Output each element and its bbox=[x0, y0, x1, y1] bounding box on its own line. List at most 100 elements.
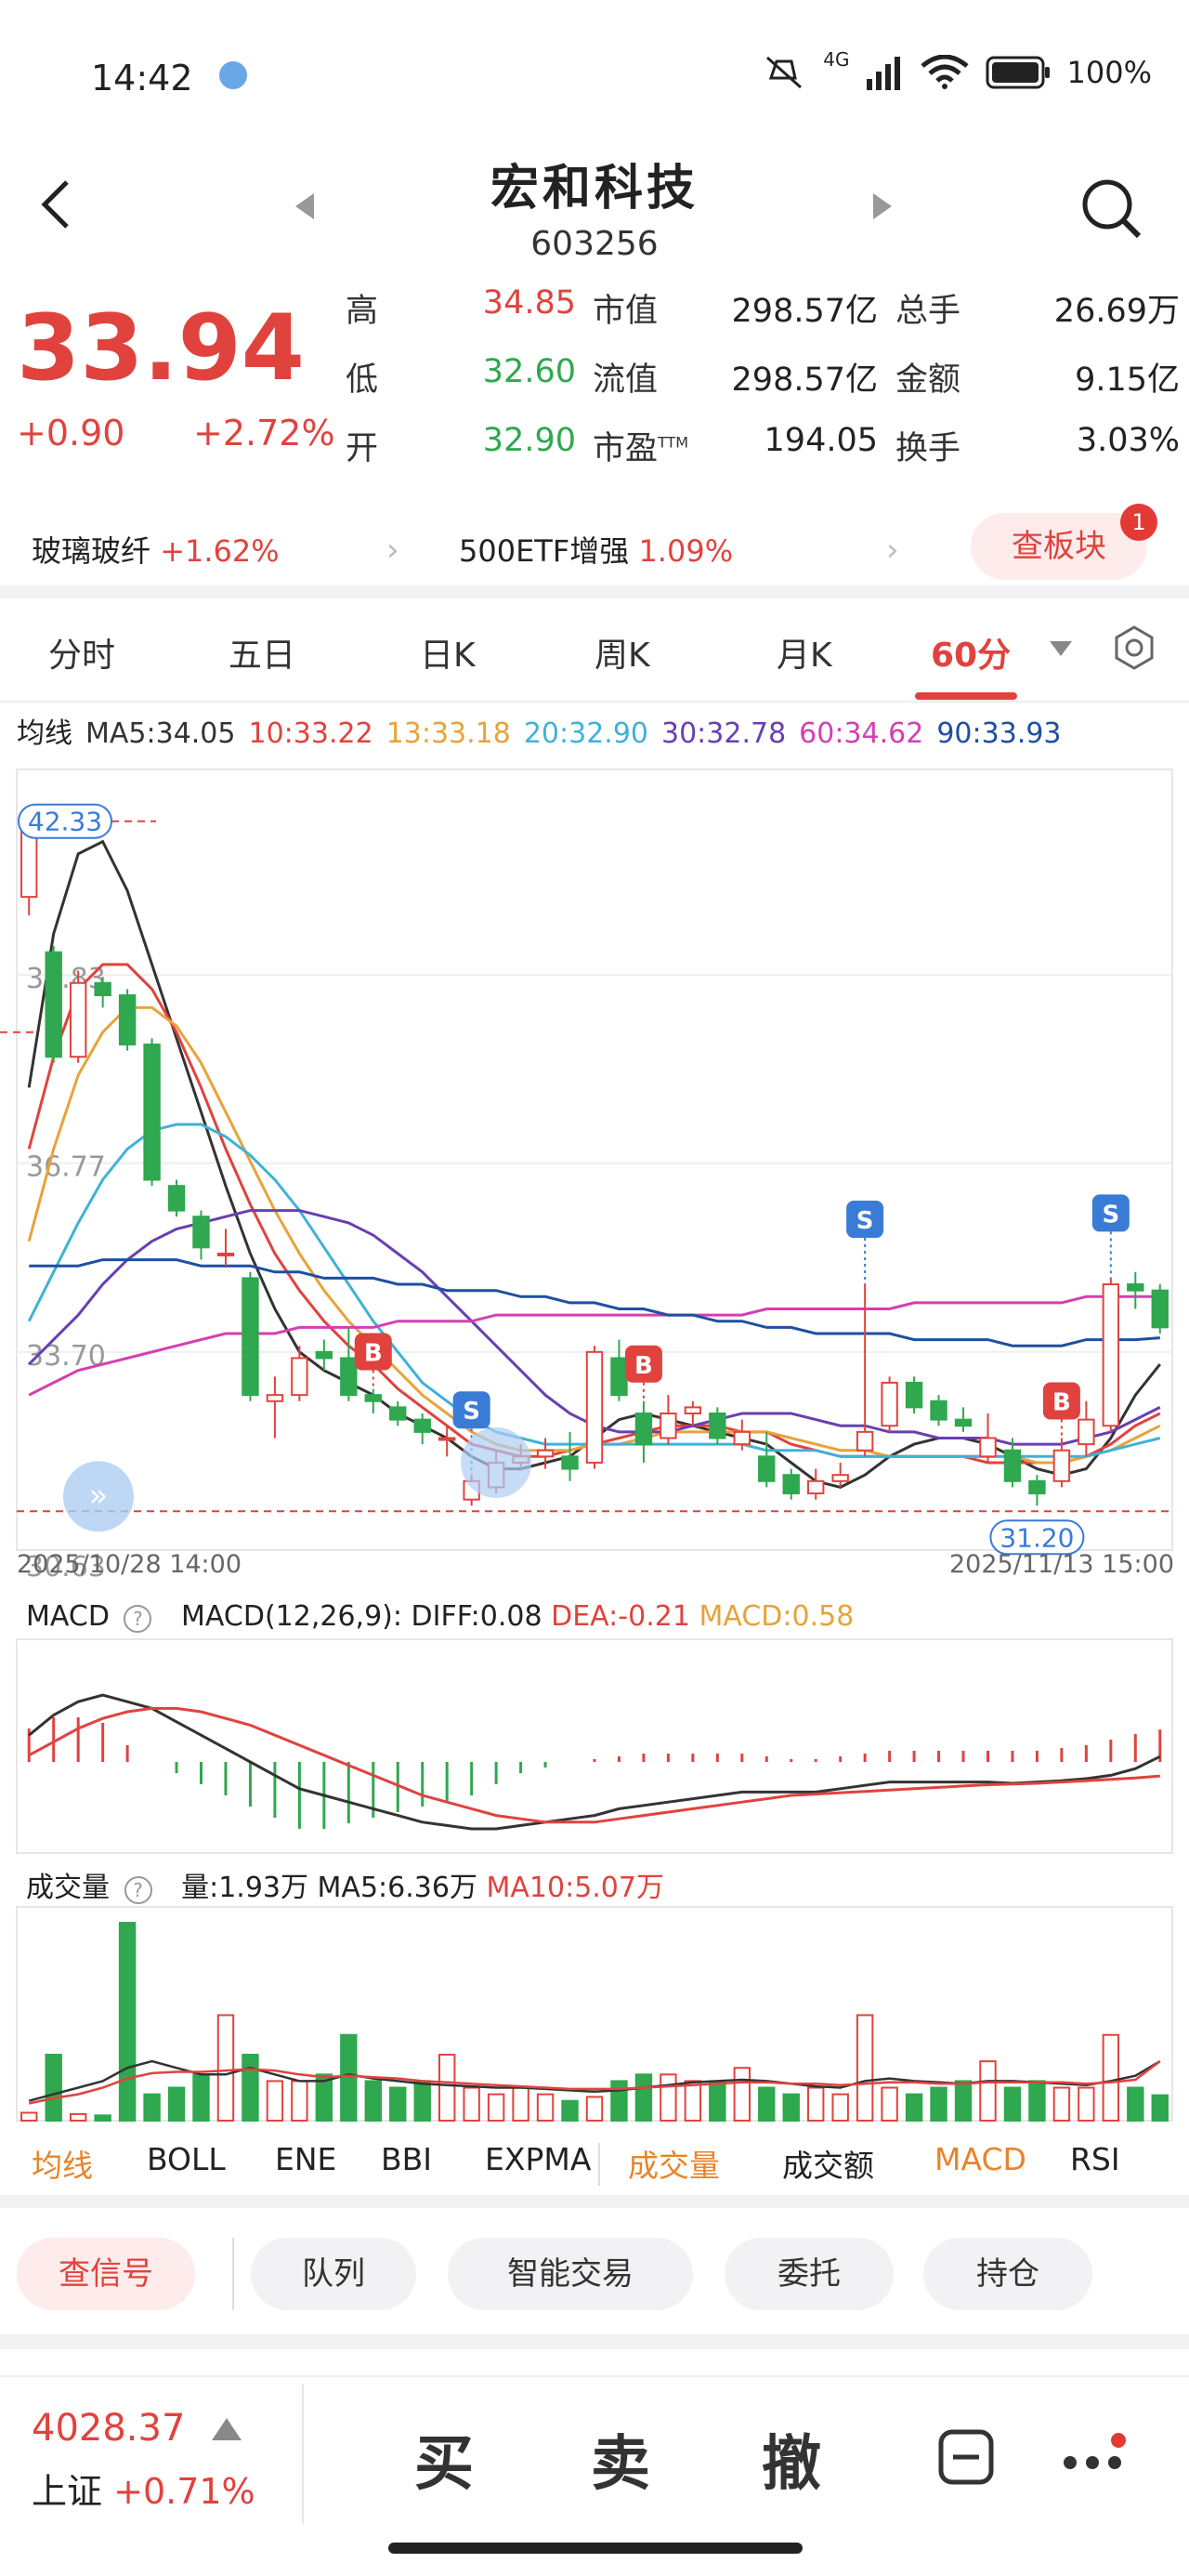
volume-bar bbox=[660, 2073, 677, 2123]
volume-bar bbox=[364, 2080, 382, 2123]
indicator-tab[interactable]: EXPMA bbox=[485, 2141, 592, 2177]
low-price-text: 31.20 bbox=[1000, 1522, 1074, 1553]
action-button[interactable]: 智能交易 bbox=[448, 2238, 693, 2310]
candle bbox=[291, 1346, 308, 1401]
sell-signal[interactable]: S bbox=[452, 1391, 490, 1476]
index-label: 上证 bbox=[32, 2471, 103, 2512]
quote-value: 298.57亿 bbox=[731, 361, 878, 399]
sector-item[interactable]: 500ETF增强 1.09% bbox=[459, 528, 733, 571]
more-icon[interactable] bbox=[1061, 2429, 1130, 2485]
buy-signal[interactable]: B bbox=[1042, 1382, 1080, 1439]
volume-bar bbox=[192, 2073, 210, 2123]
sell-signal[interactable]: S bbox=[846, 1201, 884, 1285]
indicator-tab[interactable]: BBI bbox=[381, 2141, 433, 2177]
back-icon[interactable] bbox=[37, 177, 74, 232]
home-indicator[interactable] bbox=[388, 2543, 803, 2554]
settings-icon[interactable] bbox=[1111, 624, 1157, 671]
tab-more-icon[interactable] bbox=[1050, 641, 1072, 656]
status-time: 14:42 bbox=[91, 58, 193, 99]
action-button[interactable]: 持仓 bbox=[923, 2238, 1092, 2310]
help-icon[interactable]: ? bbox=[124, 1605, 152, 1633]
tab-period[interactable]: 五日 bbox=[229, 637, 296, 675]
sell-signal[interactable]: S bbox=[1091, 1194, 1130, 1279]
indicator-tab[interactable]: ENE bbox=[275, 2141, 337, 2177]
volume-bar bbox=[536, 2093, 555, 2122]
buy-button[interactable]: 买 bbox=[414, 2430, 474, 2499]
signal-icon bbox=[866, 57, 900, 90]
stock-code: 603256 bbox=[530, 225, 659, 263]
volume-bar bbox=[266, 2080, 284, 2123]
action-button[interactable]: 查信号 bbox=[17, 2238, 195, 2310]
volume-bar bbox=[1102, 2033, 1120, 2122]
ma-legend-item: MA5:34.05 bbox=[85, 717, 236, 750]
indicator-tab[interactable]: 成交额 bbox=[782, 2148, 874, 2184]
tab-period[interactable]: 月K bbox=[777, 637, 832, 675]
quote-label-text: 市值 bbox=[593, 293, 659, 330]
buy-signal[interactable]: B bbox=[354, 1333, 392, 1389]
y-tick-label: 36.77 bbox=[26, 1151, 106, 1184]
indicator-tab[interactable]: 均线 bbox=[32, 2148, 93, 2184]
sell-button[interactable]: 卖 bbox=[591, 2430, 650, 2499]
help-icon[interactable]: ? bbox=[124, 1876, 152, 1904]
volume-bar bbox=[954, 2080, 973, 2123]
search-icon[interactable] bbox=[1079, 177, 1144, 242]
macd-value: MACD:0.58 bbox=[699, 1600, 855, 1633]
tab-period[interactable]: 60分 bbox=[931, 637, 1012, 675]
cancel-order-button[interactable]: 撤 bbox=[762, 2430, 821, 2499]
candle bbox=[216, 1229, 235, 1267]
index-name[interactable]: 上证 +0.71% bbox=[32, 2463, 255, 2514]
volume-title: 成交量 bbox=[26, 1872, 110, 1904]
price-change: +0.90 bbox=[17, 413, 125, 453]
crosshair-handle[interactable] bbox=[461, 1426, 532, 1498]
macd-dea-line bbox=[28, 1706, 1160, 1824]
volume-value: 量:1.93万 bbox=[181, 1872, 308, 1904]
tab-period[interactable]: 分时 bbox=[48, 637, 116, 675]
minimize-icon[interactable] bbox=[938, 2429, 994, 2485]
candle bbox=[192, 1210, 210, 1260]
indicator-tab[interactable]: 成交量 bbox=[628, 2148, 720, 2184]
volume-bar bbox=[69, 2112, 87, 2123]
svg-text:S: S bbox=[1102, 1201, 1119, 1229]
view-board-button[interactable]: 查板块 bbox=[971, 513, 1147, 580]
macd-legend: MACD ? MACD(12,26,9): DIFF:0.08 DEA:-0.2… bbox=[26, 1600, 854, 1633]
divider bbox=[598, 2143, 600, 2186]
volume-bar bbox=[782, 2093, 800, 2122]
index-value[interactable]: 4028.37 bbox=[32, 2407, 186, 2450]
indicator-tab[interactable]: BOLL bbox=[147, 2141, 226, 2177]
prev-stock-icon[interactable] bbox=[295, 193, 314, 219]
candle bbox=[979, 1413, 997, 1463]
quote-value: 194.05 bbox=[764, 422, 878, 459]
candle bbox=[954, 1407, 973, 1432]
ma-legend-item: 20:32.90 bbox=[523, 717, 648, 750]
tab-period[interactable]: 日K bbox=[420, 637, 476, 675]
action-button[interactable]: 委托 bbox=[725, 2238, 894, 2310]
candle bbox=[831, 1462, 849, 1488]
quote-label-text: 流值 bbox=[593, 361, 659, 399]
candle bbox=[758, 1431, 776, 1488]
buy-signal[interactable]: B bbox=[624, 1345, 662, 1401]
indicator-tab[interactable]: MACD bbox=[934, 2141, 1026, 2177]
indicator-tab[interactable]: RSI bbox=[1070, 2141, 1120, 2177]
candle bbox=[94, 977, 111, 1008]
volume-bar bbox=[831, 2093, 849, 2122]
battery-icon bbox=[986, 56, 1050, 89]
next-stock-icon[interactable] bbox=[873, 193, 892, 219]
notification-icon bbox=[219, 61, 247, 89]
quote-value: 26.69万 bbox=[1053, 293, 1180, 330]
candle bbox=[733, 1419, 751, 1451]
quote-label-sup: TTM bbox=[658, 433, 689, 452]
volume-bar bbox=[1078, 2086, 1095, 2122]
candle bbox=[118, 989, 137, 1051]
sector-item[interactable]: 玻璃玻纤 +1.62% bbox=[32, 528, 280, 571]
price-change-pct: +2.72% bbox=[193, 413, 335, 453]
macd-chart[interactable] bbox=[0, 1637, 1189, 1857]
expand-icon[interactable] bbox=[63, 1461, 134, 1532]
volume-chart[interactable] bbox=[0, 1905, 1189, 2124]
candle bbox=[807, 1468, 825, 1500]
action-button[interactable]: 队列 bbox=[251, 2238, 416, 2310]
volume-bar bbox=[709, 2080, 726, 2123]
candle bbox=[1151, 1284, 1169, 1334]
ma-legend-item: 30:32.78 bbox=[661, 717, 787, 750]
tab-period[interactable]: 周K bbox=[594, 637, 650, 675]
